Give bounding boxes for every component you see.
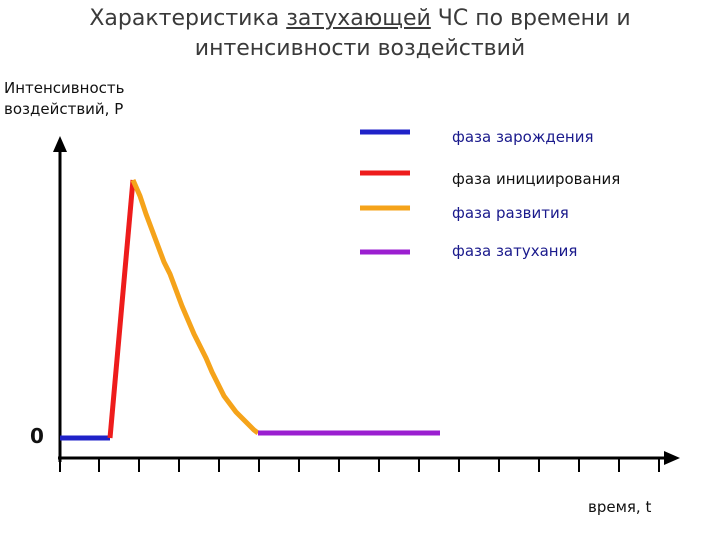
x-axis-label: время, t bbox=[588, 498, 652, 516]
x-axis-ticks bbox=[59, 458, 660, 472]
diagram-title: Характеристика затухающей ЧС по времени … bbox=[40, 4, 680, 64]
legend-label-origin: фаза зарождения bbox=[452, 128, 594, 146]
origin-label: 0 bbox=[30, 424, 44, 448]
y-axis-arrow-icon bbox=[53, 136, 67, 152]
legend-label-development: фаза развития bbox=[452, 204, 569, 222]
y-axis-label-line-2: воздействий, P bbox=[4, 100, 124, 118]
phase-development-line bbox=[130, 178, 260, 435]
y-axis-label-line-1: Интенсивность bbox=[4, 79, 125, 97]
title-line-2: интенсивности воздействий bbox=[194, 36, 526, 61]
legend-label-initiation: фаза инициирования bbox=[452, 170, 621, 188]
x-axis-arrow-icon bbox=[664, 451, 680, 465]
phase-initiation-line bbox=[107, 179, 136, 439]
title-underlined-word: затухающей bbox=[286, 6, 431, 31]
title-line-1-end: ЧС по времени и bbox=[430, 6, 631, 31]
legend-label-decay: фаза затухания bbox=[452, 242, 578, 260]
y-axis-label: Интенсивность воздействий, P bbox=[4, 78, 204, 120]
title-line-1-start: Характеристика bbox=[89, 6, 287, 31]
title-line-1: Характеристика затухающей ЧС по времени … bbox=[40, 4, 680, 34]
